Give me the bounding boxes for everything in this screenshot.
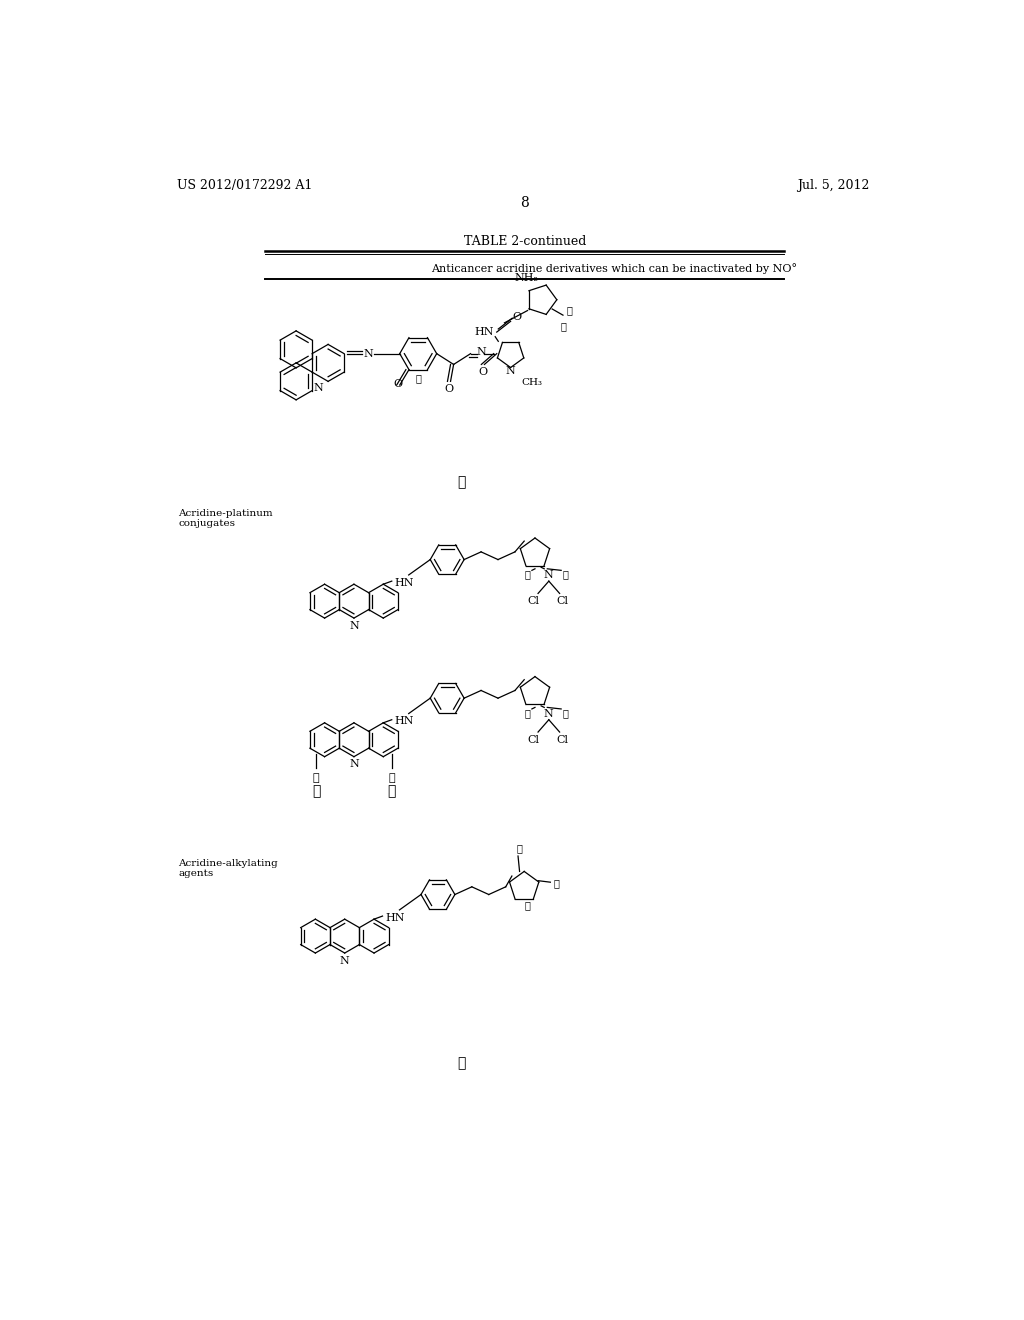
- Text: ⓩ: ⓩ: [387, 784, 396, 799]
- Text: ⓩ: ⓩ: [563, 709, 568, 718]
- Text: ⓩ: ⓩ: [517, 843, 522, 853]
- Text: N: N: [544, 570, 554, 579]
- Text: HN: HN: [385, 912, 404, 923]
- Text: ⓩ: ⓩ: [458, 1056, 466, 1071]
- Text: N: N: [349, 620, 358, 631]
- Text: Cl: Cl: [557, 597, 568, 606]
- Text: N: N: [313, 383, 323, 392]
- Text: N: N: [506, 367, 515, 376]
- Text: ⓩ: ⓩ: [312, 784, 321, 799]
- Text: ⓩ: ⓩ: [563, 570, 568, 579]
- Text: N: N: [349, 759, 358, 770]
- Text: TABLE 2-continued: TABLE 2-continued: [464, 235, 586, 248]
- Text: HN: HN: [394, 578, 414, 587]
- Text: ⓩ: ⓩ: [458, 475, 466, 488]
- Text: Anticancer acridine derivatives which can be inactivated by NO°: Anticancer acridine derivatives which ca…: [431, 263, 797, 275]
- Text: HN: HN: [394, 717, 414, 726]
- Text: Jul. 5, 2012: Jul. 5, 2012: [798, 178, 869, 191]
- Text: ⓩ: ⓩ: [524, 900, 530, 909]
- Text: Acridine-alkylating
agents: Acridine-alkylating agents: [178, 859, 279, 879]
- Text: 8: 8: [520, 197, 529, 210]
- Text: Acridine-platinum
conjugates: Acridine-platinum conjugates: [178, 508, 273, 528]
- Text: O: O: [393, 379, 402, 388]
- Text: O: O: [512, 312, 521, 322]
- Text: Cl: Cl: [557, 735, 568, 744]
- Text: ⓩ: ⓩ: [312, 772, 319, 783]
- Text: ⓩ: ⓩ: [416, 375, 421, 384]
- Text: US 2012/0172292 A1: US 2012/0172292 A1: [177, 178, 312, 191]
- Text: Cl: Cl: [527, 597, 540, 606]
- Text: CH₃: CH₃: [521, 379, 543, 387]
- Text: ⓩ: ⓩ: [524, 709, 530, 718]
- Text: Cl: Cl: [527, 735, 540, 744]
- Text: ⓩ: ⓩ: [566, 306, 572, 315]
- Text: O: O: [444, 384, 454, 395]
- Text: N: N: [476, 347, 486, 358]
- Text: N: N: [340, 956, 349, 966]
- Text: HN: HN: [475, 327, 495, 337]
- Text: NH₂: NH₂: [514, 273, 538, 284]
- Text: N: N: [544, 709, 554, 718]
- Text: ⓩ: ⓩ: [554, 879, 559, 888]
- Text: O: O: [478, 367, 487, 378]
- Text: ⓩ: ⓩ: [388, 772, 395, 783]
- Text: N: N: [364, 348, 373, 359]
- Text: ⓩ: ⓩ: [524, 570, 530, 579]
- Text: ⓩ: ⓩ: [560, 322, 566, 331]
